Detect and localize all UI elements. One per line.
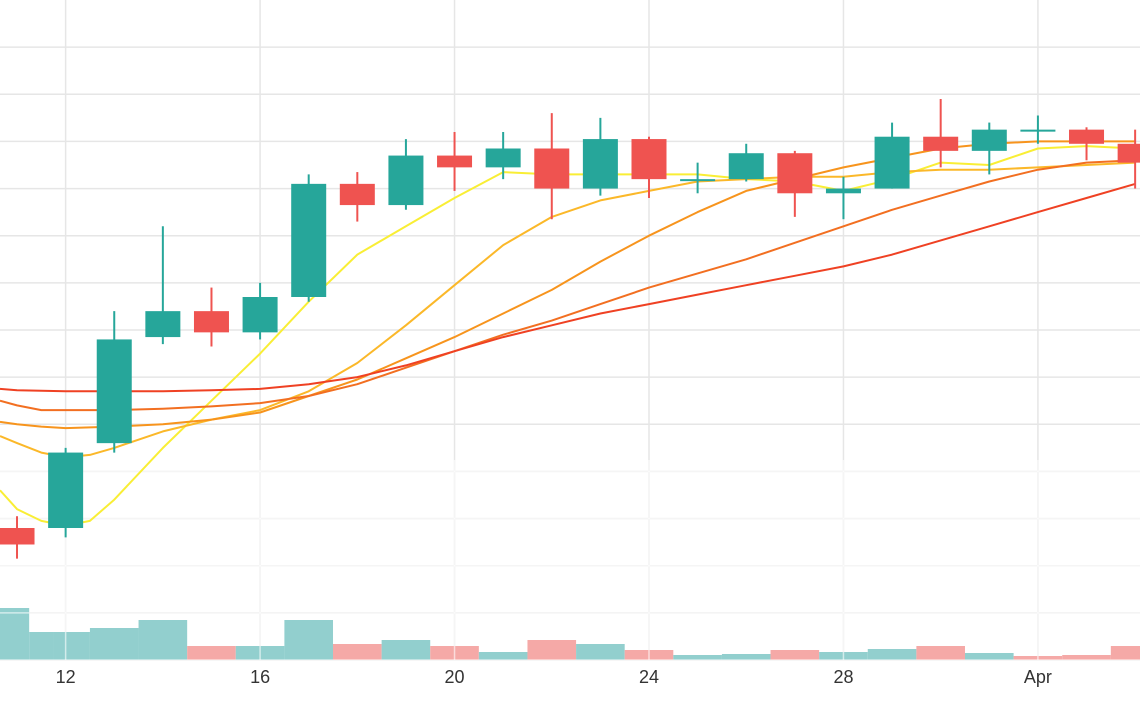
candle-body xyxy=(825,188,861,194)
volume-bar xyxy=(673,655,722,660)
candle-body xyxy=(339,183,375,206)
candle-body xyxy=(777,153,813,194)
volume-bar xyxy=(0,608,30,660)
volume-bar xyxy=(138,620,188,660)
candle-body xyxy=(0,528,35,545)
candle-body xyxy=(534,148,570,189)
candle-body xyxy=(291,183,327,297)
volume-bar xyxy=(721,654,771,660)
grid-overlay xyxy=(0,460,1140,661)
candle-body xyxy=(96,339,132,444)
volume-bar xyxy=(964,653,1014,660)
volume-bar xyxy=(527,640,577,660)
candle-body xyxy=(193,311,229,333)
candle-body xyxy=(728,153,764,180)
volume-bar xyxy=(89,628,139,660)
moving-average-line xyxy=(0,182,1136,393)
x-tick-label: 28 xyxy=(833,667,853,687)
candle-body xyxy=(874,136,910,189)
candlesticks xyxy=(0,99,1140,559)
volume-bar xyxy=(333,644,382,660)
candle-body xyxy=(145,311,181,338)
moving-average-line xyxy=(0,161,1136,459)
candle-body xyxy=(631,139,667,180)
volume-bar xyxy=(1110,646,1140,660)
candle-body xyxy=(1069,129,1105,144)
volume-bar xyxy=(284,620,334,660)
volume-bar xyxy=(770,650,820,660)
candle-body xyxy=(971,129,1007,151)
x-axis: 12 16 20 24 28 Apr xyxy=(56,667,1052,687)
candle-body xyxy=(485,148,521,168)
volume-bar xyxy=(381,640,431,660)
candle-body xyxy=(388,155,424,206)
x-tick-label: 20 xyxy=(445,667,465,687)
volume-bar xyxy=(478,652,528,660)
x-tick-label: 24 xyxy=(639,667,659,687)
volume-bar xyxy=(29,632,54,660)
candle-body xyxy=(1117,143,1140,163)
volume-bar xyxy=(1062,655,1111,660)
volume-bar xyxy=(187,646,236,660)
candle-body xyxy=(1020,129,1056,132)
candle-body xyxy=(437,155,473,168)
x-tick-label: 16 xyxy=(250,667,270,687)
x-tick-label: Apr xyxy=(1024,667,1052,687)
volume-bar xyxy=(576,644,625,660)
volume-bar xyxy=(867,649,917,660)
candle-body xyxy=(242,297,278,333)
volume-bar xyxy=(916,646,965,660)
candle-body xyxy=(680,179,716,182)
volume-bar xyxy=(53,632,90,660)
candle-body xyxy=(923,136,959,151)
candle-body xyxy=(48,452,84,528)
x-tick-label: 12 xyxy=(56,667,76,687)
candle-body xyxy=(582,139,618,189)
